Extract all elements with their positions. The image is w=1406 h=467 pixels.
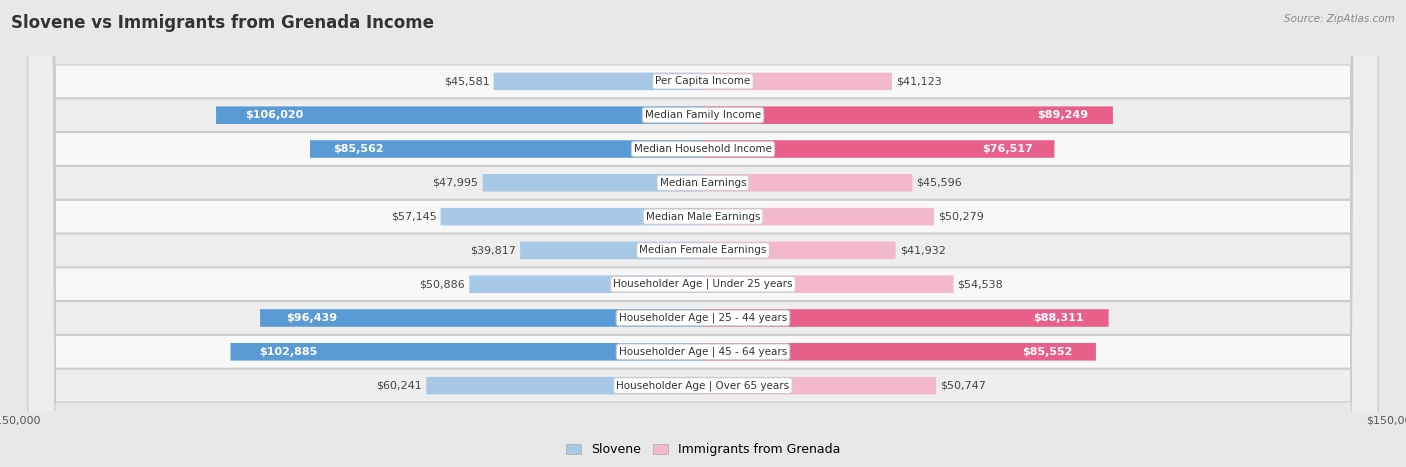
Text: $60,241: $60,241 [377, 381, 422, 390]
FancyBboxPatch shape [28, 0, 1378, 467]
FancyBboxPatch shape [470, 276, 703, 293]
Text: $54,538: $54,538 [957, 279, 1004, 289]
Text: $85,562: $85,562 [333, 144, 384, 154]
Text: Median Household Income: Median Household Income [634, 144, 772, 154]
FancyBboxPatch shape [703, 309, 1108, 327]
Text: $50,886: $50,886 [419, 279, 465, 289]
FancyBboxPatch shape [494, 72, 703, 90]
Text: Householder Age | Over 65 years: Householder Age | Over 65 years [616, 380, 790, 391]
FancyBboxPatch shape [217, 106, 703, 124]
FancyBboxPatch shape [703, 377, 936, 395]
FancyBboxPatch shape [28, 0, 1378, 467]
Text: $50,747: $50,747 [941, 381, 986, 390]
FancyBboxPatch shape [440, 208, 703, 226]
Text: $96,439: $96,439 [287, 313, 337, 323]
Text: Per Capita Income: Per Capita Income [655, 77, 751, 86]
FancyBboxPatch shape [426, 377, 703, 395]
FancyBboxPatch shape [28, 0, 1378, 467]
Text: Householder Age | 45 - 64 years: Householder Age | 45 - 64 years [619, 347, 787, 357]
Text: $89,249: $89,249 [1038, 110, 1088, 120]
FancyBboxPatch shape [703, 343, 1095, 361]
Text: Median Male Earnings: Median Male Earnings [645, 212, 761, 222]
Text: $45,596: $45,596 [917, 178, 962, 188]
FancyBboxPatch shape [703, 140, 1054, 158]
Text: Median Female Earnings: Median Female Earnings [640, 245, 766, 255]
Text: $57,145: $57,145 [391, 212, 436, 222]
FancyBboxPatch shape [309, 140, 703, 158]
FancyBboxPatch shape [703, 241, 896, 259]
FancyBboxPatch shape [28, 0, 1378, 467]
FancyBboxPatch shape [703, 72, 891, 90]
Text: $106,020: $106,020 [245, 110, 304, 120]
Text: $50,279: $50,279 [938, 212, 984, 222]
Text: $41,932: $41,932 [900, 245, 946, 255]
Text: $76,517: $76,517 [983, 144, 1033, 154]
Text: $102,885: $102,885 [259, 347, 318, 357]
Text: $45,581: $45,581 [444, 77, 489, 86]
Text: $88,311: $88,311 [1033, 313, 1084, 323]
FancyBboxPatch shape [231, 343, 703, 361]
Text: Householder Age | 25 - 44 years: Householder Age | 25 - 44 years [619, 313, 787, 323]
FancyBboxPatch shape [28, 0, 1378, 467]
Text: Median Earnings: Median Earnings [659, 178, 747, 188]
FancyBboxPatch shape [260, 309, 703, 327]
Text: Median Family Income: Median Family Income [645, 110, 761, 120]
Text: $41,123: $41,123 [896, 77, 942, 86]
FancyBboxPatch shape [28, 0, 1378, 467]
Text: Slovene vs Immigrants from Grenada Income: Slovene vs Immigrants from Grenada Incom… [11, 14, 434, 32]
Text: $85,552: $85,552 [1022, 347, 1073, 357]
FancyBboxPatch shape [703, 106, 1114, 124]
FancyBboxPatch shape [703, 276, 953, 293]
FancyBboxPatch shape [520, 241, 703, 259]
Text: Source: ZipAtlas.com: Source: ZipAtlas.com [1284, 14, 1395, 24]
Legend: Slovene, Immigrants from Grenada: Slovene, Immigrants from Grenada [561, 439, 845, 461]
Text: Householder Age | Under 25 years: Householder Age | Under 25 years [613, 279, 793, 290]
FancyBboxPatch shape [703, 174, 912, 191]
FancyBboxPatch shape [28, 0, 1378, 467]
FancyBboxPatch shape [28, 0, 1378, 467]
Text: $39,817: $39,817 [470, 245, 516, 255]
FancyBboxPatch shape [703, 208, 934, 226]
Text: $47,995: $47,995 [433, 178, 478, 188]
FancyBboxPatch shape [28, 0, 1378, 467]
FancyBboxPatch shape [482, 174, 703, 191]
FancyBboxPatch shape [28, 0, 1378, 467]
